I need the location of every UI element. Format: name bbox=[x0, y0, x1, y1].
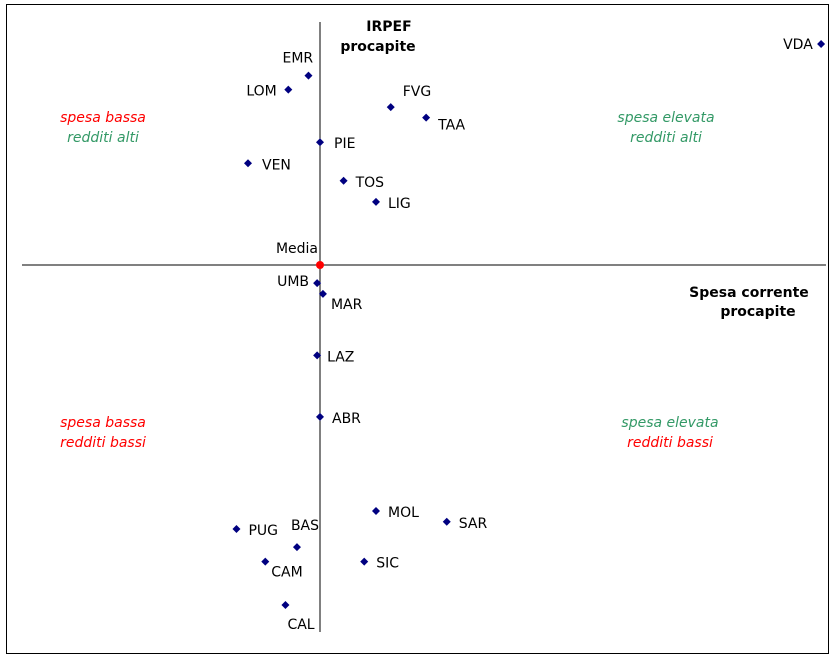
mean-point-label: Media bbox=[276, 241, 318, 257]
point-label-taa: TAA bbox=[437, 118, 465, 134]
point-label-umb: UMB bbox=[277, 274, 309, 290]
x-axis-title-line2: procapite bbox=[720, 304, 795, 320]
point-label-pug: PUG bbox=[248, 523, 278, 539]
point-label-ven: VEN bbox=[262, 157, 291, 173]
data-point-emr bbox=[304, 71, 313, 80]
quadrant-label-top-left-line2: redditi alti bbox=[67, 130, 139, 146]
data-point-sar bbox=[442, 517, 451, 526]
data-point-mar bbox=[318, 289, 327, 298]
data-point-abr bbox=[316, 412, 324, 421]
data-point-bas bbox=[292, 543, 301, 552]
point-label-fvg: FVG bbox=[403, 84, 431, 100]
quadrant-label-bottom-right-line1: spesa elevata bbox=[621, 415, 718, 431]
data-point-mol bbox=[372, 506, 381, 515]
quadrant-label-top-left-line1: spesa bassa bbox=[60, 110, 146, 126]
quadrant-label-top-right-line2: redditi alti bbox=[630, 130, 702, 146]
chart-frame bbox=[6, 4, 829, 654]
data-point-pie bbox=[316, 138, 324, 147]
quadrant-label-bottom-left-line2: redditi bassi bbox=[60, 435, 146, 451]
quadrant-label-top-right-line1: spesa elevata bbox=[617, 110, 714, 126]
data-point-lom bbox=[284, 85, 293, 94]
y-axis-title-line2: procapite bbox=[340, 39, 415, 55]
point-label-pie: PIE bbox=[334, 136, 355, 152]
data-point-lig bbox=[372, 197, 381, 206]
data-point-taa bbox=[422, 113, 431, 122]
point-label-bas: BAS bbox=[291, 518, 319, 534]
point-label-sic: SIC bbox=[376, 556, 399, 572]
data-point-vda bbox=[817, 40, 826, 48]
point-label-lom: LOM bbox=[246, 84, 276, 100]
data-point-laz bbox=[313, 351, 322, 360]
point-label-mol: MOL bbox=[388, 505, 419, 521]
data-point-ven bbox=[244, 159, 252, 168]
data-point-fvg bbox=[386, 103, 395, 112]
point-label-cal: CAL bbox=[287, 617, 314, 633]
data-point-umb bbox=[313, 279, 322, 288]
data-point-cal bbox=[281, 601, 290, 609]
data-point-tos bbox=[339, 176, 348, 185]
x-axis-title-line1: Spesa corrente bbox=[689, 285, 809, 301]
quadrant-label-bottom-left-line1: spesa bassa bbox=[60, 415, 146, 431]
point-label-emr: EMR bbox=[282, 51, 313, 67]
point-label-lig: LIG bbox=[388, 196, 411, 212]
point-label-laz: LAZ bbox=[327, 349, 354, 365]
point-label-mar: MAR bbox=[331, 297, 363, 313]
y-axis-title-line1: IRPEF bbox=[366, 19, 411, 35]
data-point-sic bbox=[360, 557, 369, 566]
point-label-abr: ABR bbox=[332, 411, 361, 427]
data-point-pug bbox=[232, 525, 241, 534]
mean-point bbox=[316, 261, 324, 269]
point-label-sar: SAR bbox=[459, 516, 488, 532]
point-label-vda: VDA bbox=[783, 37, 813, 53]
point-label-tos: TOS bbox=[355, 175, 385, 191]
point-label-cam: CAM bbox=[271, 565, 302, 581]
quadrant-label-bottom-right-line2: redditi bassi bbox=[627, 435, 713, 451]
data-point-cam bbox=[261, 557, 270, 566]
quadrant-labels: spesa bassa redditi alti spesa elevata redd… bbox=[60, 110, 718, 451]
